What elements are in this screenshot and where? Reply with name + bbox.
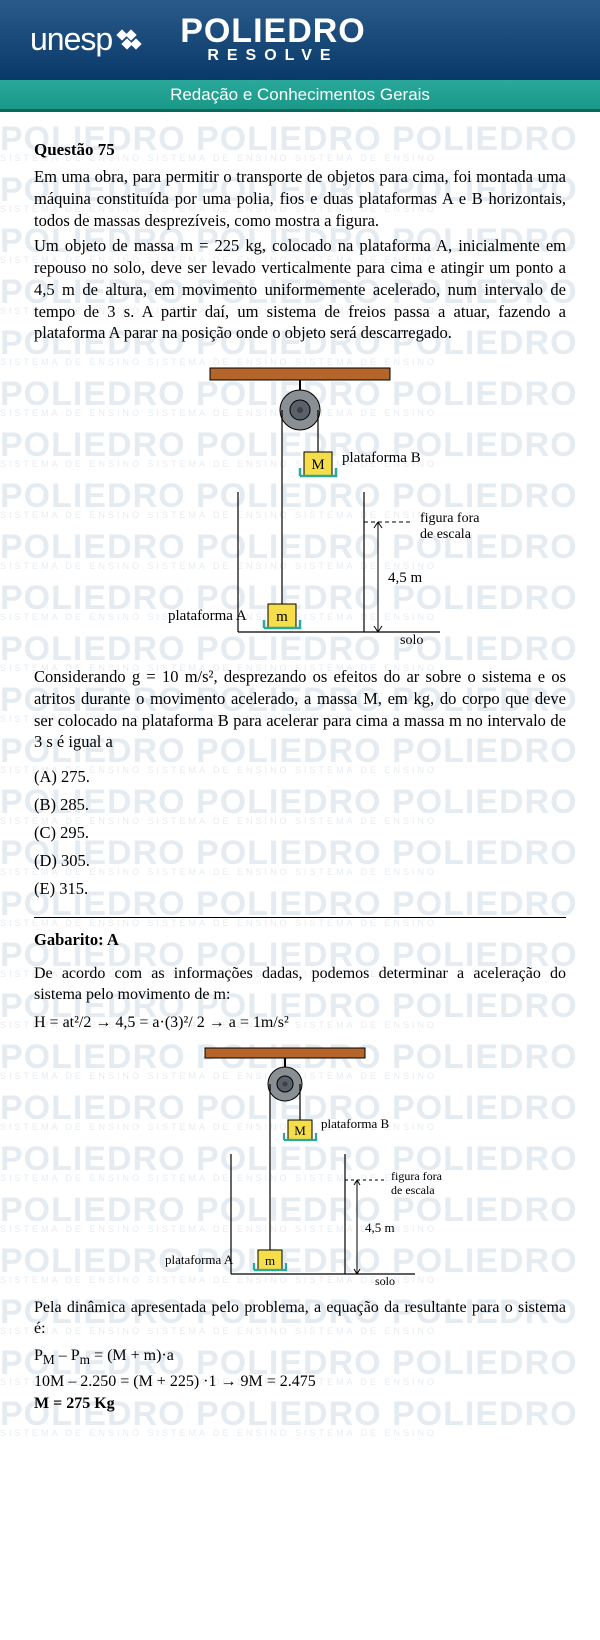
- svg-text:m: m: [265, 1253, 275, 1268]
- option-b: (B) 285.: [34, 795, 566, 815]
- svg-text:4,5 m: 4,5 m: [365, 1220, 395, 1235]
- question-p3: Considerando g = 10 m/s², desprezando os…: [34, 666, 566, 753]
- option-c: (C) 295.: [34, 823, 566, 843]
- pulley-diagram-small-icon: M plataforma B m plataforma A solo 4,5 m…: [135, 1042, 465, 1292]
- svg-text:figura fora: figura fora: [420, 511, 480, 526]
- option-a: (A) 275.: [34, 767, 566, 787]
- options: (A) 275. (B) 285. (C) 295. (D) 305. (E) …: [34, 767, 566, 899]
- svg-text:m: m: [276, 609, 288, 625]
- svg-text:4,5 m: 4,5 m: [388, 570, 423, 586]
- header: unesp POLIEDRO RESOLVE Redação e Conheci…: [0, 0, 600, 112]
- pulley-diagram-icon: M plataforma B m plataforma A solo 4,5 m…: [110, 362, 490, 652]
- option-e: (E) 315.: [34, 879, 566, 899]
- poliedro-main: POLIEDRO: [180, 14, 366, 48]
- solution-figure: M plataforma B m plataforma A solo 4,5 m…: [34, 1042, 566, 1292]
- svg-text:plataforma B: plataforma B: [321, 1116, 390, 1131]
- header-top: unesp POLIEDRO RESOLVE: [0, 0, 600, 78]
- unesp-logo: unesp: [30, 21, 140, 58]
- solution-eq1: H = at²/2 → 4,5 = a·(3)²/ 2 → a = 1m/s²: [34, 1014, 566, 1032]
- question-figure: M plataforma B m plataforma A solo 4,5 m…: [34, 362, 566, 652]
- unesp-icon: [118, 31, 140, 48]
- answer-key: Gabarito: A: [34, 930, 566, 950]
- solution-eq3: 10M – 2.250 = (M + 225) ·1 → 9M = 2.475: [34, 1373, 566, 1391]
- svg-text:de escala: de escala: [391, 1183, 435, 1197]
- solution-p1: De acordo com as informações dadas, pode…: [34, 964, 566, 1006]
- svg-text:plataforma A: plataforma A: [165, 1252, 234, 1267]
- label-platform-b: plataforma B: [342, 450, 421, 466]
- label-platform-a: plataforma A: [168, 608, 247, 624]
- poliedro-logo: POLIEDRO RESOLVE: [180, 14, 366, 64]
- question-p2: Um objeto de massa m = 225 kg, colocado …: [34, 235, 566, 344]
- solution-eq4: M = 275 Kg: [34, 1395, 566, 1413]
- unesp-text: unesp: [30, 21, 112, 58]
- question-p1: Em uma obra, para permitir o transporte …: [34, 166, 566, 231]
- svg-text:M: M: [294, 1123, 306, 1138]
- svg-text:solo: solo: [375, 1274, 395, 1288]
- option-d: (D) 305.: [34, 851, 566, 871]
- svg-text:figura fora: figura fora: [391, 1169, 443, 1183]
- header-bar: Redação e Conhecimentos Gerais: [0, 78, 600, 112]
- question-title: Questão 75: [34, 140, 566, 160]
- svg-text:solo: solo: [400, 633, 423, 648]
- content: Questão 75 Em uma obra, para permitir o …: [0, 112, 600, 1437]
- divider: [34, 917, 566, 918]
- solution-p2: Pela dinâmica apresentada pelo problema,…: [34, 1298, 566, 1340]
- solution-eq2: PM – Pm = (M + m)·a: [34, 1347, 566, 1368]
- header-bar-text: Redação e Conhecimentos Gerais: [170, 85, 430, 105]
- svg-text:de escala: de escala: [420, 527, 472, 542]
- svg-text:M: M: [311, 457, 324, 473]
- poliedro-sub: RESOLVE: [180, 48, 366, 64]
